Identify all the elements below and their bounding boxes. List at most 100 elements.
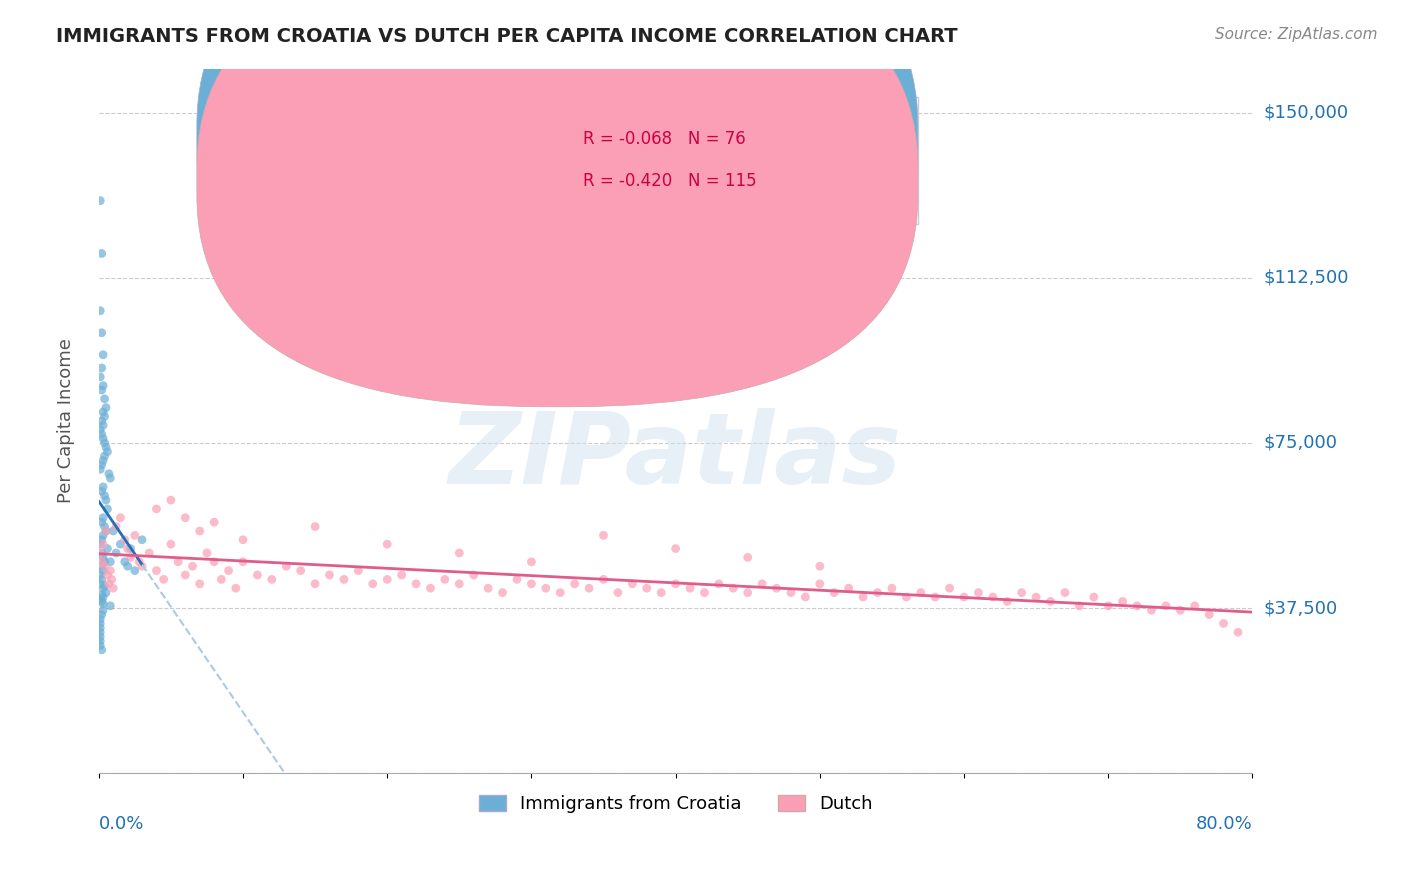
Point (91, 528, 114, 542)
Point (636, 581, 658, 595)
Point (167, 555, 190, 569)
Point (90, 414, 112, 428)
Point (202, 555, 225, 569)
Point (97, 467, 120, 481)
Point (103, 581, 125, 595)
Point (665, 576, 688, 591)
Point (128, 555, 150, 569)
Point (737, 550, 759, 565)
Point (765, 581, 787, 595)
Point (1212, 616, 1234, 631)
Point (89, 639, 111, 653)
Point (91, 432, 114, 446)
Point (89, 194, 111, 208)
Text: R = -0.068   N = 76: R = -0.068 N = 76 (583, 130, 747, 148)
Point (195, 546, 218, 560)
Point (100, 573, 122, 587)
Point (463, 568, 485, 582)
Point (145, 502, 167, 516)
Point (96, 444, 118, 458)
Point (91, 453, 114, 467)
Point (794, 590, 817, 604)
Point (89, 537, 111, 551)
Point (823, 585, 845, 599)
Point (838, 581, 860, 595)
Point (938, 581, 960, 595)
Point (89, 576, 111, 591)
Point (91, 564, 114, 578)
Point (145, 564, 167, 578)
Point (117, 541, 139, 556)
Point (131, 533, 153, 547)
Point (131, 559, 153, 574)
Point (1140, 603, 1163, 617)
Point (91, 348, 114, 362)
Point (225, 581, 247, 595)
Point (852, 590, 875, 604)
Point (246, 568, 269, 582)
Point (89, 630, 111, 644)
Text: 80.0%: 80.0% (1195, 815, 1253, 833)
Point (1168, 603, 1191, 617)
Point (621, 576, 644, 591)
Point (924, 590, 946, 604)
Point (89, 568, 111, 582)
FancyBboxPatch shape (502, 96, 918, 224)
FancyBboxPatch shape (197, 0, 918, 407)
Text: IMMIGRANTS FROM CROATIA VS DUTCH PER CAPITA INCOME CORRELATION CHART: IMMIGRANTS FROM CROATIA VS DUTCH PER CAP… (56, 27, 957, 45)
Point (94, 401, 117, 415)
Point (375, 573, 398, 587)
Point (232, 555, 254, 569)
Point (491, 585, 513, 599)
Point (188, 576, 211, 591)
Point (97, 576, 120, 591)
Point (89, 592, 111, 607)
Point (94, 524, 117, 538)
Point (90, 484, 112, 499)
Point (93, 409, 115, 424)
Point (90, 533, 112, 547)
Point (880, 581, 903, 595)
Point (188, 524, 211, 538)
Point (1039, 594, 1062, 608)
Point (1011, 585, 1033, 599)
Point (89, 625, 111, 640)
Point (592, 528, 614, 542)
Point (90, 555, 112, 569)
Point (90, 246, 112, 260)
Point (93, 449, 115, 463)
Point (981, 590, 1004, 604)
Point (174, 510, 197, 524)
Point (90, 427, 112, 442)
Point (93, 519, 115, 533)
Legend: Immigrants from Croatia, Dutch: Immigrants from Croatia, Dutch (471, 788, 880, 821)
Point (304, 576, 326, 591)
Point (93, 555, 115, 569)
Point (679, 581, 702, 595)
Text: $75,000: $75,000 (1264, 434, 1339, 452)
Point (910, 585, 932, 599)
Point (218, 564, 240, 578)
Point (751, 576, 773, 591)
Point (232, 533, 254, 547)
Point (105, 546, 128, 560)
Point (477, 581, 499, 595)
Point (89, 546, 111, 560)
Point (90, 383, 112, 397)
Point (89, 616, 111, 631)
Point (564, 576, 586, 591)
Point (91, 597, 114, 611)
Text: 0.0%: 0.0% (98, 815, 145, 833)
Text: $112,500: $112,500 (1264, 268, 1350, 286)
Point (707, 576, 730, 591)
Point (506, 573, 529, 587)
Point (896, 590, 918, 604)
Point (110, 537, 132, 551)
Point (124, 528, 146, 542)
Point (94, 440, 117, 454)
Point (1198, 607, 1220, 622)
Point (93, 489, 115, 503)
Point (808, 559, 831, 574)
Point (94, 585, 117, 599)
Point (333, 573, 356, 587)
